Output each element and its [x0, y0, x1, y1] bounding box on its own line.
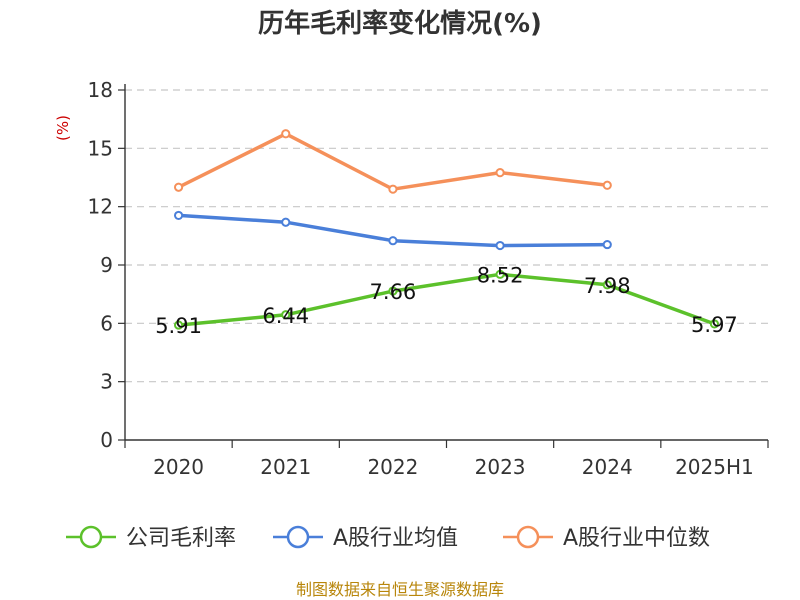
legend-label-0: 公司毛利率 — [126, 526, 236, 551]
y-tick-label: 18 — [88, 78, 113, 102]
data-point — [173, 320, 184, 330]
legend-label-1: A股行业均值 — [333, 526, 458, 551]
series-layer — [173, 129, 720, 330]
x-tick-label: 2023 — [475, 455, 526, 479]
legend-marker-1 — [286, 525, 310, 549]
data-point — [495, 269, 505, 279]
legend-marker-0 — [79, 525, 103, 549]
x-tick-label: 2024 — [582, 455, 633, 479]
data-label: 7.98 — [584, 274, 631, 298]
x-tick-label: 2021 — [260, 455, 311, 479]
data-point — [388, 286, 398, 296]
data-point — [602, 239, 612, 250]
y-axis-label: (%) — [54, 115, 72, 141]
legend: 公司毛利率 A股行业均值 A股行业中位数 — [66, 525, 710, 551]
y-tick-label: 12 — [88, 195, 113, 219]
data-point — [495, 168, 505, 178]
y-tick-label: 3 — [100, 370, 113, 394]
data-point — [173, 210, 184, 221]
x-tick-label: 2022 — [367, 455, 418, 479]
y-tick-label: 15 — [88, 136, 113, 160]
data-point — [281, 310, 291, 320]
data-labels: 5.91 6.44 7.66 8.52 7.98 5.97 — [155, 263, 738, 338]
data-point — [709, 319, 720, 329]
series-line-2 — [176, 132, 610, 191]
data-point — [388, 236, 398, 246]
x-tick-label: 2025H1 — [675, 455, 754, 479]
data-point — [173, 182, 184, 192]
y-tick-label: 6 — [100, 311, 113, 335]
data-label: 5.91 — [155, 314, 202, 338]
x-tick-label: 2020 — [153, 455, 204, 479]
data-point — [281, 129, 291, 139]
grid — [125, 89, 768, 383]
data-point — [602, 180, 612, 190]
data-label: 8.52 — [477, 263, 524, 287]
data-point — [388, 184, 398, 194]
axes: 0 3 6 9 12 15 18 2020 2021 2022 2023 2024 2025H1 — [88, 78, 769, 479]
y-tick-label: 9 — [100, 253, 113, 277]
y-tick-label: 0 — [100, 428, 113, 452]
series-line-0 — [176, 272, 717, 327]
data-point — [495, 240, 505, 251]
data-label: 6.44 — [262, 304, 309, 328]
legend-label-2: A股行业中位数 — [563, 526, 710, 551]
chart-title: 历年毛利率变化情况(%) — [258, 8, 542, 39]
data-point — [281, 217, 291, 227]
data-point — [602, 280, 612, 290]
source-note: 制图数据来自恒生聚源数据库 — [296, 580, 504, 599]
data-label: 7.66 — [370, 280, 417, 304]
data-label: 5.97 — [691, 313, 738, 337]
legend-marker-2 — [516, 525, 540, 549]
